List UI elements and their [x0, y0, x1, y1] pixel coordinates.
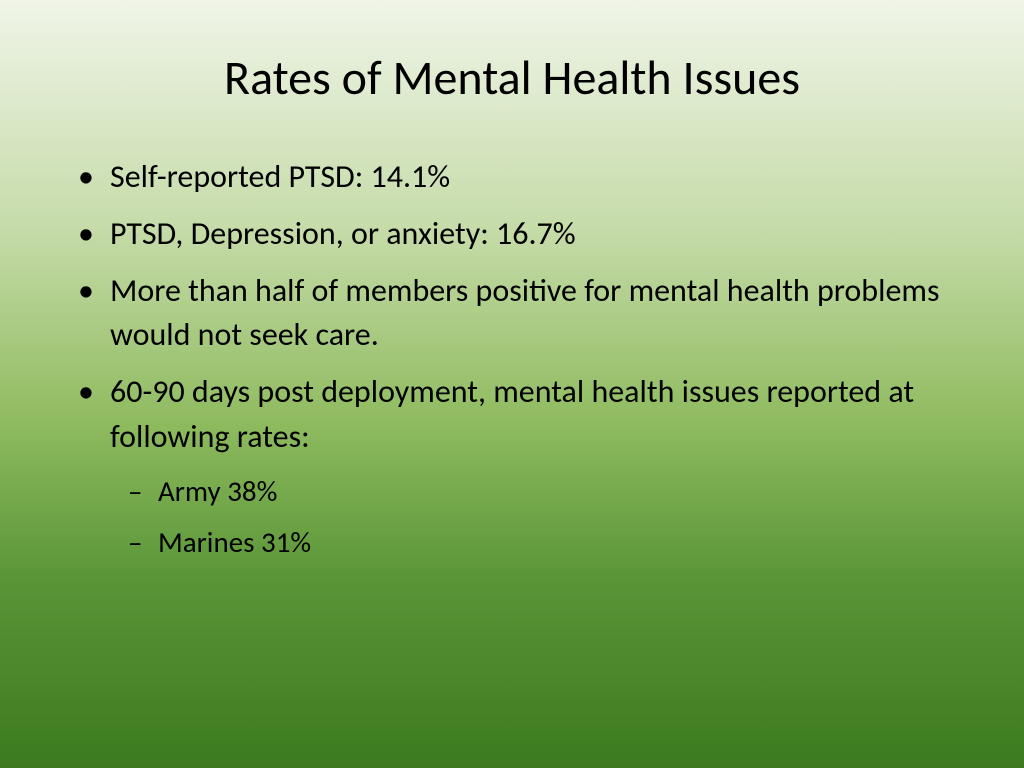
- slide-title: Rates of Mental Health Issues: [70, 48, 954, 107]
- bullet-item: Self-reported PTSD: 14.1%: [70, 155, 954, 200]
- sub-bullet-item: Marines 31%: [110, 521, 954, 565]
- slide: Rates of Mental Health Issues Self-repor…: [0, 0, 1024, 768]
- bullet-item: 60-90 days post deployment, mental healt…: [70, 370, 954, 565]
- bullet-text: 60-90 days post deployment, mental healt…: [110, 372, 914, 456]
- bullet-item: PTSD, Depression, or anxiety: 16.7%: [70, 212, 954, 257]
- bullet-list: Self-reported PTSD: 14.1% PTSD, Depressi…: [70, 155, 954, 565]
- bullet-item: More than half of members positive for m…: [70, 269, 954, 359]
- sub-bullet-list: Army 38% Marines 31%: [110, 470, 954, 565]
- sub-bullet-item: Army 38%: [110, 470, 954, 514]
